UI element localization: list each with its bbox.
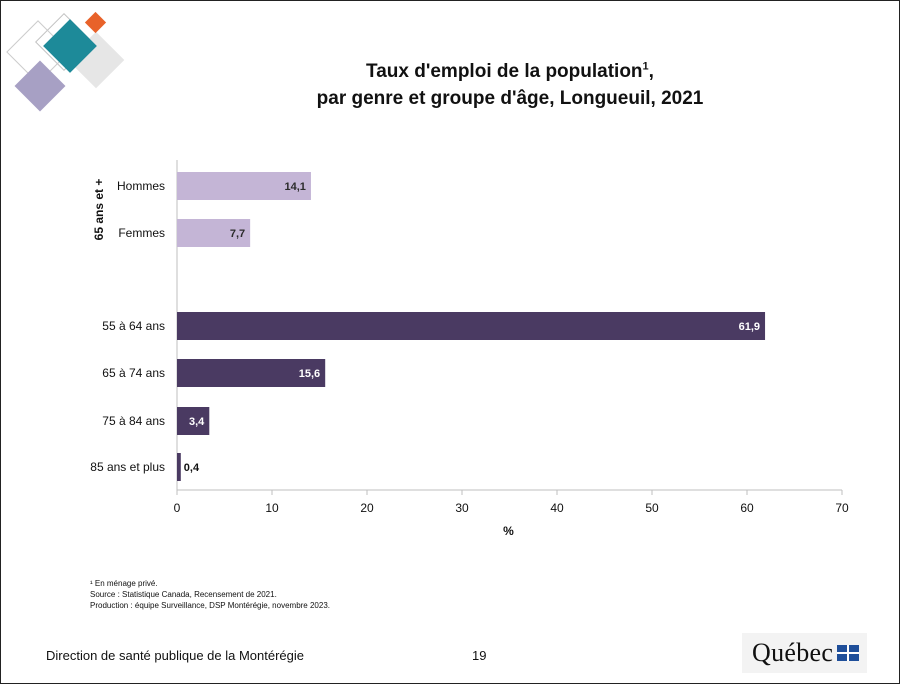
x-tick-label: 0 [174,501,181,515]
chart-notes: ¹ En ménage privé. Source : Statistique … [90,578,330,611]
value-label: 14,1 [285,181,306,193]
category-label: 55 à 64 ans [102,319,165,333]
quebec-logo: Québec [742,633,868,673]
value-label: 15,6 [299,368,320,380]
x-tick-label: 50 [645,501,659,515]
x-axis-label: % [503,524,514,538]
value-label: 7,7 [230,228,245,240]
bar-5 [177,453,181,481]
page-number: 19 [472,648,487,663]
source-note: Source : Statistique Canada, Recensement… [90,590,277,599]
category-label: Hommes [117,179,165,193]
bar-chart: 0 10 20 30 40 50 60 70% 65 ans et + Hommes 14,1 Fem… [90,160,849,538]
category-label: 65 à 74 ans [102,366,165,380]
value-label: 61,9 [739,321,760,333]
bar-1 [177,219,251,247]
x-tick-label: 10 [265,501,279,515]
decorative-diamonds-logo [6,11,125,112]
bar-2 [177,312,766,340]
bar-3 [177,359,326,387]
x-tick-label: 20 [360,501,374,515]
group-label-65-plus: 65 ans et + [92,179,106,241]
value-label: 3,4 [189,416,205,428]
quebec-wordmark: Québec [752,638,834,667]
footer-organization: Direction de santé publique de la Montér… [46,648,305,663]
category-label: Femmes [118,226,165,240]
x-tick-label: 40 [550,501,564,515]
bar-4 [177,407,210,435]
bar-0 [177,172,311,200]
production-note: Production : équipe Surveillance, DSP Mo… [90,601,330,610]
fleurdelise-flag-icon [837,645,860,661]
x-tick-label: 30 [455,501,469,515]
chart-title: Taux d'emploi de la population1, par gen… [316,60,704,109]
footnote-1: ¹ En ménage privé. [90,579,158,588]
x-tick-label: 70 [835,501,849,515]
value-label: 0,4 [184,462,200,474]
category-label: 85 ans et plus [90,460,165,474]
category-label: 75 à 84 ans [102,414,165,428]
x-tick-label: 60 [740,501,754,515]
